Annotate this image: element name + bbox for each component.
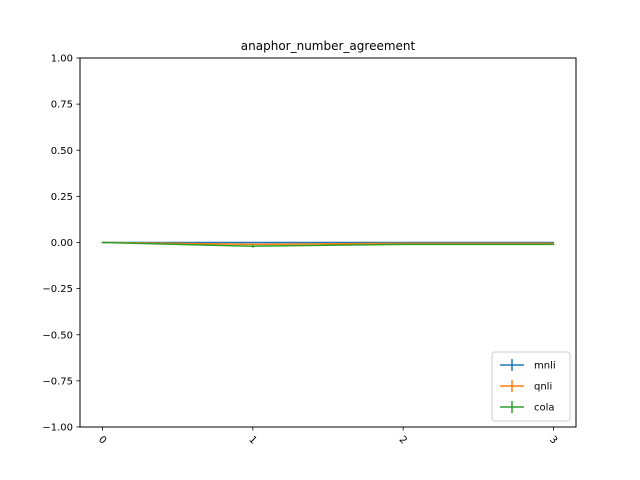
y-tick-label: −0.25 (42, 284, 73, 295)
x-tick-label: 3 (547, 434, 559, 446)
y-tick-label: −0.75 (42, 376, 73, 387)
y-tick-label: 0.00 (51, 238, 73, 249)
y-tick-label: 0.25 (51, 192, 73, 203)
x-tick-label: 1 (246, 434, 258, 446)
y-tick-label: −1.00 (42, 423, 73, 434)
legend-label-qnli: qnli (534, 382, 552, 393)
series-line-qnli (102, 241, 554, 246)
chart-title: anaphor_number_agreement (241, 39, 416, 53)
y-tick-label: 0.75 (51, 100, 73, 111)
legend-label-mnli: mnli (534, 361, 556, 372)
x-axis: 0 1 2 3 (96, 427, 559, 446)
legend: mnli qnli cola (491, 351, 571, 422)
x-tick-label: 2 (397, 434, 409, 446)
y-tick-label: 1.00 (51, 54, 73, 65)
y-tick-label: 0.50 (51, 146, 73, 157)
y-tick-label: −0.50 (42, 330, 73, 341)
series-line-cola (102, 241, 554, 247)
plot-area (101, 241, 555, 248)
y-axis: 1.00 0.75 0.50 0.25 0.00 −0.25 −0.50 −0.75 −1.00 (42, 54, 80, 434)
x-tick-label: 0 (96, 434, 108, 446)
legend-label-cola: cola (534, 403, 555, 414)
